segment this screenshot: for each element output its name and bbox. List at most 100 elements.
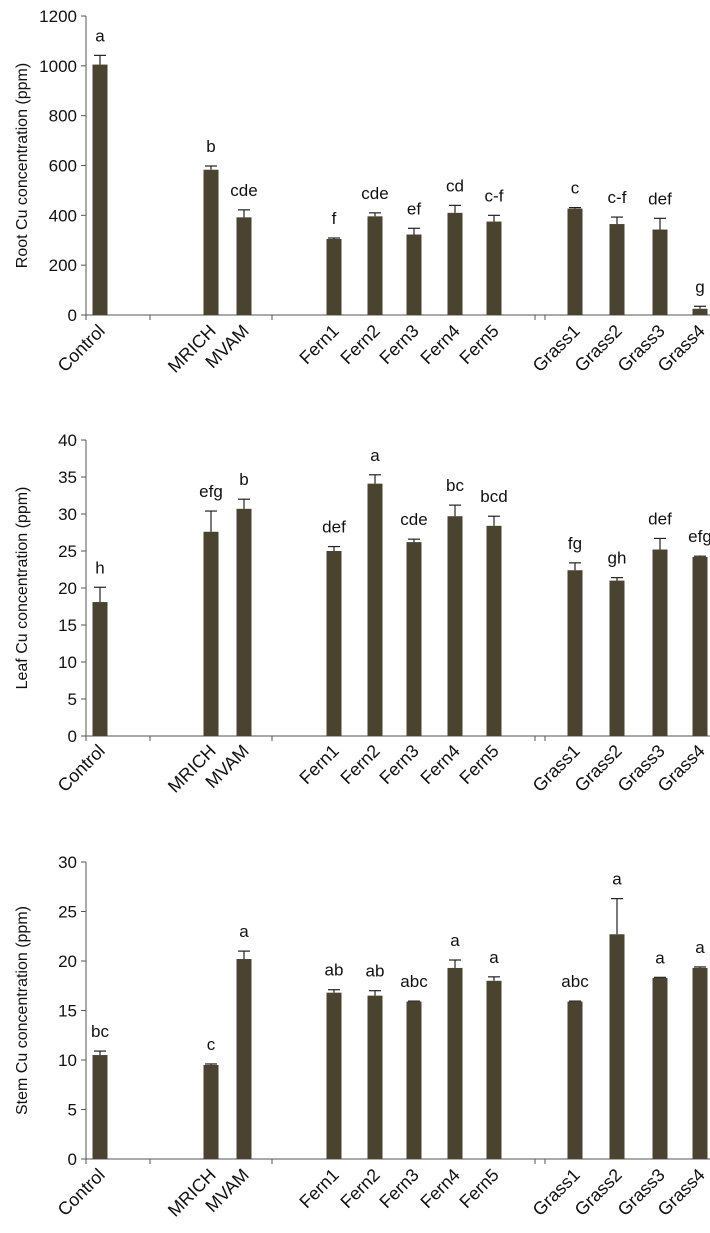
significance-letter: abc [400, 972, 428, 991]
bar-fern1 [326, 551, 342, 736]
bar-fern3 [406, 1001, 422, 1159]
bar-fern4 [447, 967, 463, 1159]
significance-letter: a [695, 938, 705, 957]
y-tick-label: 15 [58, 1002, 77, 1021]
significance-letter: def [648, 509, 672, 528]
bar-mvam [236, 959, 252, 1159]
category-label: Fern3 [375, 1165, 422, 1212]
y-tick-label: 5 [68, 1101, 77, 1120]
significance-letter: c [571, 179, 580, 198]
y-tick-label: 0 [68, 727, 77, 746]
significance-letter: a [95, 26, 105, 45]
y-tick-label: 15 [58, 616, 77, 635]
category-label: Fern2 [336, 741, 383, 788]
significance-letter: a [655, 948, 665, 967]
category-label: Fern5 [455, 321, 502, 368]
category-label: Fern2 [336, 1165, 383, 1212]
bar-grass3 [652, 977, 668, 1159]
significance-letter: b [239, 470, 248, 489]
category-label: Grass2 [571, 321, 626, 376]
bar-fern2 [367, 216, 383, 315]
category-label: Fern5 [455, 741, 502, 788]
bar-grass4 [692, 556, 708, 736]
bar-grass2 [609, 580, 625, 736]
significance-letter: ef [407, 199, 421, 218]
category-label: Control [54, 321, 109, 376]
bar-fern3 [406, 542, 422, 736]
y-tick-label: 800 [49, 107, 77, 126]
significance-letter: ab [325, 961, 344, 980]
significance-letter: gh [608, 549, 627, 568]
category-label: Grass2 [571, 741, 626, 796]
significance-letter: h [95, 558, 104, 577]
y-tick-label: 200 [49, 256, 77, 275]
significance-letter: a [370, 446, 380, 465]
significance-letter: fg [568, 534, 582, 553]
y-tick-label: 600 [49, 157, 77, 176]
y-tick-label: 20 [58, 579, 77, 598]
bar-mrich [203, 1064, 219, 1159]
category-label: Fern1 [295, 1165, 342, 1212]
significance-letter: bcd [480, 487, 507, 506]
y-tick-label: 40 [58, 431, 77, 450]
category-label: Control [54, 1165, 109, 1220]
category-label: Grass2 [571, 1165, 626, 1220]
bar-mrich [203, 531, 219, 736]
bar-grass4 [692, 308, 708, 315]
bar-fern2 [367, 483, 383, 736]
category-label: Fern3 [375, 741, 422, 788]
significance-letter: a [450, 931, 460, 950]
bar-mvam [236, 508, 252, 736]
significance-letter: c-f [485, 186, 504, 205]
significance-letter: a [239, 922, 249, 941]
y-axis-label: Stem Cu concentration (ppm) [14, 906, 31, 1115]
bar-mrich [203, 169, 219, 315]
bar-control [92, 1055, 108, 1159]
bar-grass2 [609, 934, 625, 1159]
bar-control [92, 602, 108, 736]
root-chart: 0 200 400 600 800 1000 1200 Root Cu concentrati… [14, 7, 710, 377]
category-label: Fern3 [375, 321, 422, 368]
significance-letter: efg [688, 527, 710, 546]
y-tick-label: 25 [58, 903, 77, 922]
bar-grass3 [652, 229, 668, 315]
category-label: Fern4 [416, 1165, 463, 1212]
y-tick-label: 5 [68, 690, 77, 709]
y-tick-label: 1200 [39, 7, 77, 26]
bar-fern5 [486, 221, 502, 315]
category-label: Fern4 [416, 741, 463, 788]
bar-fern3 [406, 234, 422, 315]
category-label: Control [54, 741, 109, 796]
y-tick-label: 10 [58, 1051, 77, 1070]
bar-grass1 [567, 1001, 583, 1159]
bar-fern2 [367, 995, 383, 1159]
category-label: Fern5 [455, 1165, 502, 1212]
bar-grass1 [567, 208, 583, 315]
significance-letter: cde [230, 181, 257, 200]
y-tick-label: 0 [68, 1150, 77, 1169]
significance-letter: b [206, 137, 215, 156]
y-tick-label: 0 [68, 306, 77, 325]
significance-letter: cde [400, 510, 427, 529]
bar-control [92, 64, 108, 316]
category-label: Fern4 [416, 321, 463, 368]
significance-letter: c-f [608, 188, 627, 207]
bar-fern5 [486, 980, 502, 1159]
category-label: Fern1 [295, 741, 342, 788]
significance-letter: cde [361, 184, 388, 203]
category-label: Fern2 [336, 321, 383, 368]
category-label: Fern1 [295, 321, 342, 368]
bar-mvam [236, 217, 252, 315]
significance-letter: bc [446, 476, 464, 495]
bar-grass4 [692, 967, 708, 1159]
y-tick-label: 10 [58, 653, 77, 672]
y-axis-label: Leaf Cu concentration (ppm) [14, 487, 31, 690]
bar-grass2 [609, 224, 625, 315]
bar-grass3 [652, 549, 668, 736]
y-tick-label: 25 [58, 542, 77, 561]
significance-letter: def [322, 518, 346, 537]
significance-letter: cd [446, 176, 464, 195]
leaf-chart: 0 5 10 15 20 25 30 35 40 Leaf Cu concentration (p… [14, 431, 710, 797]
significance-letter: c [207, 1035, 216, 1054]
